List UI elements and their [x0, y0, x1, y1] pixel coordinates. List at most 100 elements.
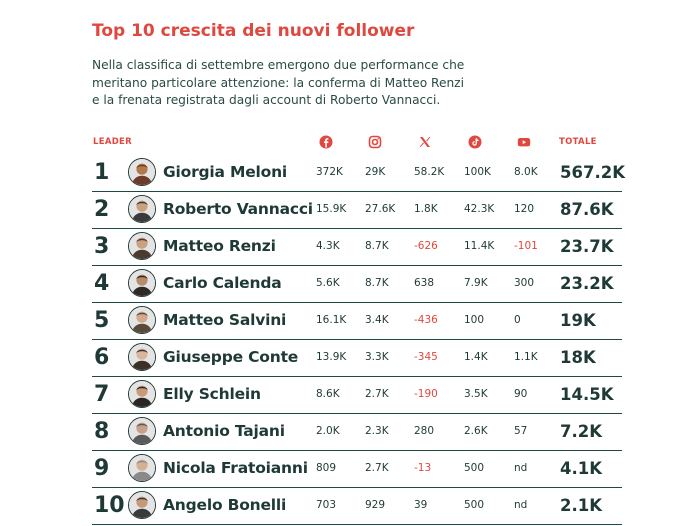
- table-row: 3 Matteo Renzi 4.3K 8.7K -626 11.4K -101 23.7K: [92, 228, 622, 266]
- rank-number: 2: [94, 197, 110, 222]
- avatar: [128, 158, 156, 186]
- total-value: 18K: [560, 348, 596, 367]
- tiktok-value: 1.4K: [464, 351, 488, 363]
- youtube-value: 1.1K: [514, 351, 538, 363]
- table-row: 8 Antonio Tajani 2.0K 2.3K 280 2.6K 57 7.2K: [92, 413, 622, 451]
- x-value: -345: [414, 351, 438, 363]
- avatar: [128, 306, 156, 334]
- leader-name: Carlo Calenda: [163, 274, 282, 292]
- tiktok-value: 100K: [464, 166, 491, 178]
- avatar: [128, 195, 156, 223]
- avatar: [128, 232, 156, 260]
- x-icon: [418, 131, 432, 153]
- youtube-value: 0: [514, 314, 521, 326]
- avatar: [128, 454, 156, 482]
- instagram-value: 3.3K: [365, 351, 389, 363]
- avatar: [128, 417, 156, 445]
- facebook-value: 703: [316, 499, 337, 511]
- x-value: -626: [414, 240, 438, 252]
- total-header-label: TOTALE: [559, 137, 597, 147]
- youtube-value: 300: [514, 277, 535, 289]
- table-row: 2 Roberto Vannacci 15.9K 27.6K 1.8K 42.3K 120 8…: [92, 191, 622, 229]
- tiktok-value: 100: [464, 314, 485, 326]
- leader-name: Giuseppe Conte: [163, 348, 299, 366]
- leader-name: Roberto Vannacci: [163, 200, 313, 218]
- instagram-value: 2.3K: [365, 425, 389, 437]
- instagram-value: 27.6K: [365, 203, 396, 215]
- table-row: 6 Giuseppe Conte 13.9K 3.3K -345 1.4K 1.1K 18K: [92, 339, 622, 377]
- avatar: [128, 380, 156, 408]
- tiktok-value: 42.3K: [464, 203, 495, 215]
- total-value: 19K: [560, 311, 596, 330]
- facebook-icon: [319, 131, 333, 153]
- leader-name: Nicola Fratoianni: [163, 459, 308, 477]
- instagram-value: 8.7K: [365, 240, 389, 252]
- rank-number: 1: [94, 160, 110, 185]
- rank-number: 6: [94, 345, 110, 370]
- avatar: [128, 491, 156, 519]
- facebook-value: 2.0K: [316, 425, 340, 437]
- tiktok-value: 500: [464, 462, 485, 474]
- x-value: 58.2K: [414, 166, 445, 178]
- leader-name: Matteo Renzi: [163, 237, 276, 255]
- x-value: 638: [414, 277, 435, 289]
- youtube-icon: [517, 131, 531, 153]
- page-title: Top 10 crescita dei nuovi follower: [92, 21, 415, 41]
- tiktok-value: 2.6K: [464, 425, 488, 437]
- table-row: 9 Nicola Fratoianni 809 2.7K -13 500 nd 4.1K: [92, 450, 622, 488]
- table-row: 5 Matteo Salvini 16.1K 3.4K -436 100 0 19K: [92, 302, 622, 340]
- facebook-value: 13.9K: [316, 351, 347, 363]
- instagram-value: 2.7K: [365, 388, 389, 400]
- x-value: -13: [414, 462, 432, 474]
- youtube-value: nd: [514, 462, 528, 474]
- instagram-icon: [368, 131, 382, 153]
- total-value: 7.2K: [560, 422, 603, 441]
- youtube-value: -101: [514, 240, 538, 252]
- instagram-value: 3.4K: [365, 314, 389, 326]
- tiktok-value: 11.4K: [464, 240, 495, 252]
- instagram-value: 929: [365, 499, 386, 511]
- leader-name: Angelo Bonelli: [163, 496, 287, 514]
- instagram-value: 2.7K: [365, 462, 389, 474]
- table-row: 10 Angelo Bonelli 703 929 39 500 nd 2.1K: [92, 487, 622, 525]
- rank-number: 7: [94, 382, 110, 407]
- table-row: 7 Elly Schlein 8.6K 2.7K -190 3.5K 90 14.5K: [92, 376, 622, 414]
- tiktok-icon: [468, 131, 482, 153]
- x-value: -190: [414, 388, 438, 400]
- total-value: 2.1K: [560, 496, 603, 515]
- rank-number: 10: [94, 493, 125, 518]
- x-value: -436: [414, 314, 438, 326]
- tiktok-value: 500: [464, 499, 485, 511]
- x-value: 1.8K: [414, 203, 438, 215]
- youtube-value: 120: [514, 203, 535, 215]
- total-value: 23.7K: [560, 237, 614, 256]
- facebook-value: 8.6K: [316, 388, 340, 400]
- rank-number: 9: [94, 456, 110, 481]
- youtube-value: 8.0K: [514, 166, 538, 178]
- instagram-value: 8.7K: [365, 277, 389, 289]
- facebook-value: 4.3K: [316, 240, 340, 252]
- leader-name: Antonio Tajani: [163, 422, 285, 440]
- rank-number: 4: [94, 271, 110, 296]
- total-value: 4.1K: [560, 459, 603, 478]
- facebook-value: 809: [316, 462, 337, 474]
- rank-number: 8: [94, 419, 110, 444]
- rank-number: 5: [94, 308, 110, 333]
- intro-paragraph: Nella classifica di settembre emergono d…: [92, 58, 465, 107]
- x-value: 280: [414, 425, 435, 437]
- total-value: 14.5K: [560, 385, 614, 404]
- leader-name: Elly Schlein: [163, 385, 261, 403]
- facebook-value: 372K: [316, 166, 343, 178]
- youtube-value: 90: [514, 388, 528, 400]
- total-column-header: TOTALE: [559, 131, 597, 153]
- x-value: 39: [414, 499, 428, 511]
- total-value: 23.2K: [560, 274, 614, 293]
- facebook-value: 5.6K: [316, 277, 340, 289]
- leader-header-label: LEADER: [93, 137, 133, 147]
- total-value: 567.2K: [560, 163, 625, 182]
- total-value: 87.6K: [560, 200, 614, 219]
- table-row: 4 Carlo Calenda 5.6K 8.7K 638 7.9K 300 23.2K: [92, 265, 622, 303]
- facebook-value: 16.1K: [316, 314, 347, 326]
- youtube-value: nd: [514, 499, 528, 511]
- facebook-value: 15.9K: [316, 203, 347, 215]
